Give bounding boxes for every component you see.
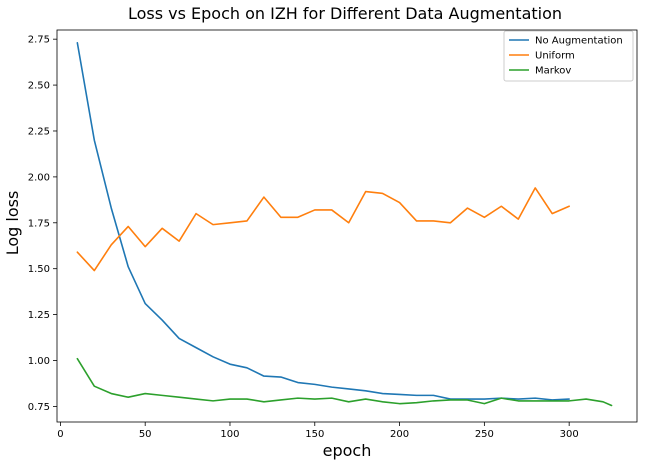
chart-title: Loss vs Epoch on IZH for Different Data …: [128, 4, 562, 23]
legend-label-uniform: Uniform: [535, 51, 575, 62]
legend-label-markov: Markov: [535, 66, 571, 77]
legend-box: [503, 30, 634, 82]
y-tick-label: 2.25: [28, 126, 50, 137]
y-tick-label: 2.00: [28, 172, 50, 183]
x-tick-label: 150: [305, 429, 324, 440]
legend-label-no-augmentation: No Augmentation: [535, 36, 623, 47]
x-tick-label: 250: [475, 429, 494, 440]
x-axis-title: epoch: [323, 441, 372, 460]
axes-frame: [56, 29, 638, 423]
legend: No Augmentation Uniform Markov: [503, 30, 634, 82]
x-tick-label: 200: [390, 429, 409, 440]
series-line-no-augmentation: [76, 42, 570, 401]
plot-area: 0 50 100 150 200 250 300 0.75 1.00 1.25 1.50 1.75 2.…: [28, 29, 638, 440]
y-tick-label: 1.00: [28, 356, 50, 367]
x-tick-label: 100: [220, 429, 239, 440]
x-tick-label: 50: [139, 429, 152, 440]
series-line-uniform: [76, 187, 570, 272]
y-axis-title: Log loss: [3, 191, 22, 256]
x-tick-label: 300: [560, 429, 579, 440]
y-tick-label: 2.75: [28, 35, 50, 46]
y-tick-label: 1.75: [28, 218, 50, 229]
x-tick-label: 0: [57, 429, 63, 440]
y-tick-label: 0.75: [28, 402, 50, 413]
y-tick-label: 1.25: [28, 310, 50, 321]
y-tick-label: 1.50: [28, 264, 50, 275]
series-line-markov: [76, 357, 613, 407]
y-tick-label: 2.50: [28, 81, 50, 92]
